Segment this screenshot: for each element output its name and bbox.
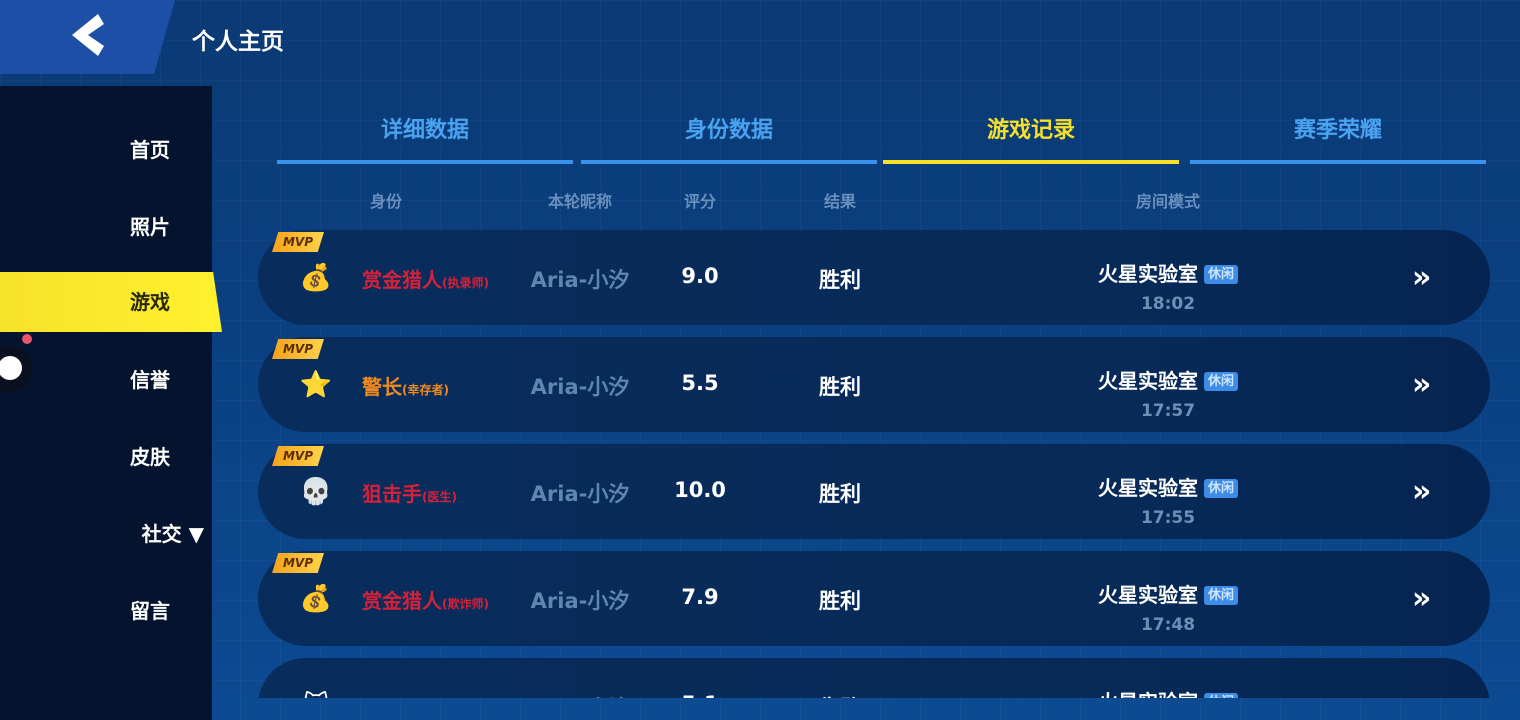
tab-detailed-data[interactable]: 详细数据 <box>277 112 573 164</box>
mvp-badge: MVP <box>272 232 324 252</box>
sidebar-item-game[interactable]: 游戏 <box>0 272 222 332</box>
money-bag-icon: 💰 <box>299 584 333 614</box>
mode-tag: 休闲 <box>1204 372 1239 391</box>
col-mode: 房间模式 <box>1135 192 1201 211</box>
role-label: 赏金猎人 <box>362 589 442 613</box>
tab-identity-data[interactable]: 身份数据 <box>581 112 877 164</box>
role-camp: (幸存者) <box>402 383 449 397</box>
double-chevron-right-icon[interactable]: » <box>1412 581 1432 616</box>
sidebar-item-social[interactable]: 社交 ▼ <box>141 522 204 546</box>
pink-creature-icon: 🐱 <box>294 683 338 698</box>
mode-tag: 休闲 <box>1204 586 1239 605</box>
role-camp: (欺诈师) <box>442 597 489 611</box>
role-label: 警长 <box>362 375 402 399</box>
sidebar-item-home[interactable]: 首页 <box>130 138 170 162</box>
col-nickname: 本轮昵称 <box>547 192 613 211</box>
back-button[interactable] <box>0 0 175 74</box>
tab-game-records[interactable]: 游戏记录 <box>883 112 1179 164</box>
tab-season-honors[interactable]: 赛季荣耀 <box>1190 112 1486 164</box>
sheriff-badge-icon: ⭐ <box>299 370 333 400</box>
role-camp: (执录师) <box>442 276 489 290</box>
role-name: 警长(幸存者) <box>362 371 449 400</box>
table-row[interactable]: 🐱Aria-小汐5.1失败火星实验室休闲» <box>258 658 1490 698</box>
role-label: 赏金猎人 <box>362 268 442 292</box>
sidebar-item-reputation[interactable]: 信誉 <box>130 368 170 392</box>
role-camp: (医生) <box>422 490 457 504</box>
sidebar-item-messages[interactable]: 留言 <box>130 599 170 623</box>
table-row[interactable]: MVP ⭐ 警长(幸存者) Aria-小汐 5.5 胜利 火星实验室 休闲 17:57» <box>258 337 1490 432</box>
double-chevron-right-icon[interactable]: » <box>1412 474 1432 509</box>
col-score: 评分 <box>683 192 717 211</box>
role-label: 狙击手 <box>362 482 422 506</box>
role-name: 狙击手(医生) <box>362 478 457 507</box>
col-role: 身份 <box>369 192 403 211</box>
double-chevron-right-icon[interactable]: » <box>1412 367 1432 402</box>
sidebar-item-photos[interactable]: 照片 <box>130 215 170 239</box>
role-name: 赏金猎人(欺诈师) <box>362 585 489 614</box>
notification-dot <box>22 334 32 344</box>
sidebar-item-skins[interactable]: 皮肤 <box>130 445 170 469</box>
col-result: 结果 <box>823 192 857 211</box>
mvp-badge: MVP <box>272 446 324 466</box>
table-row[interactable]: MVP 💀 狙击手(医生) Aria-小汐 10.0 胜利 火星实验室 休闲 17:55» <box>258 444 1490 539</box>
mode-tag: 休闲 <box>1204 479 1239 498</box>
mode-tag: 休闲 <box>1204 693 1239 698</box>
mvp-badge: MVP <box>272 339 324 359</box>
mode-tag: 休闲 <box>1204 265 1239 284</box>
page-title: 个人主页 <box>192 29 284 55</box>
role-name: 赏金猎人(执录师) <box>362 264 489 293</box>
mvp-badge: MVP <box>272 553 324 573</box>
table-row[interactable]: MVP 💰 赏金猎人(执录师) Aria-小汐 9.0 胜利 火星实验室 休闲 18:02» <box>258 230 1490 325</box>
double-chevron-right-icon[interactable]: » <box>1412 260 1432 295</box>
money-bag-icon: 💰 <box>299 263 333 293</box>
double-chevron-right-icon[interactable]: » <box>1412 688 1431 698</box>
back-arrow-icon <box>72 14 104 56</box>
skull-target-icon: 💀 <box>299 477 333 507</box>
table-row[interactable]: MVP 💰 赏金猎人(欺诈师) Aria-小汐 7.9 胜利 火星实验室 休闲 17:48» <box>258 551 1490 646</box>
game-record-list[interactable]: MVP 💰 赏金猎人(执录师) Aria-小汐 9.0 胜利 火星实验室 休闲 18:02» MV… <box>258 228 1492 698</box>
sidebar: 首页 照片 游戏 信誉 皮肤 社交 ▼ 留言 <box>0 86 222 720</box>
